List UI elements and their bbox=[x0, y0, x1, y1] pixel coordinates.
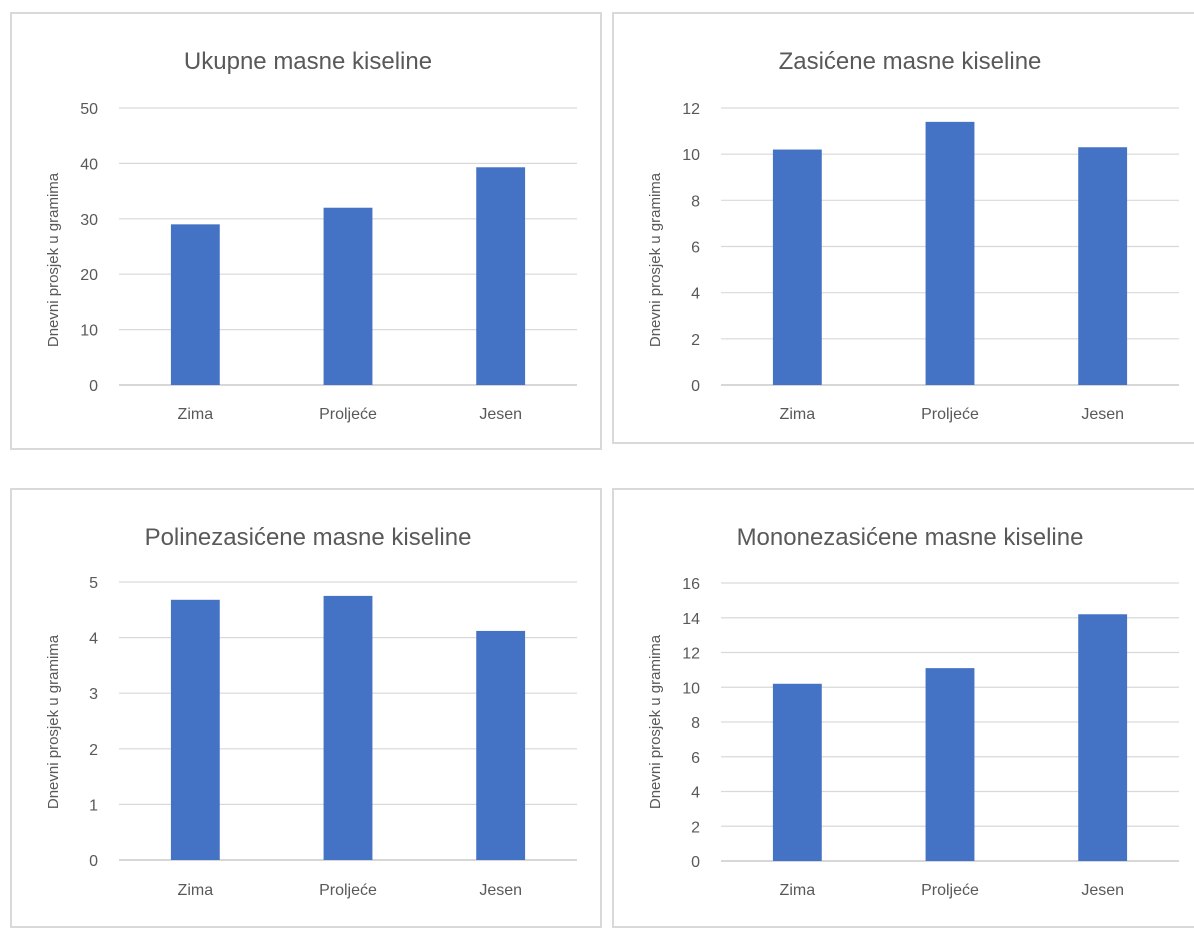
y-tick-label: 10 bbox=[682, 147, 700, 164]
y-tick-label: 6 bbox=[691, 240, 700, 257]
y-tick-label: 8 bbox=[691, 715, 700, 732]
y-tick-label: 5 bbox=[89, 575, 98, 592]
y-tick-label: 3 bbox=[89, 686, 98, 703]
y-tick-label: 4 bbox=[691, 785, 700, 802]
y-tick-label: 12 bbox=[682, 646, 700, 663]
bar-proljeće bbox=[323, 595, 373, 860]
chart-title: Zasićene masne kiseline bbox=[779, 48, 1042, 75]
y-tick-label: 50 bbox=[80, 101, 98, 118]
x-tick-label: Zima bbox=[178, 882, 214, 899]
y-axis-label: Dnevni prosjek u gramima bbox=[647, 634, 664, 809]
y-axis-label: Dnevni prosjek u gramima bbox=[45, 634, 62, 809]
chart-title: Mononezasićene masne kiseline bbox=[737, 524, 1084, 551]
y-tick-label: 0 bbox=[691, 854, 700, 871]
x-tick-label: Zima bbox=[780, 406, 816, 423]
y-tick-label: 0 bbox=[691, 378, 700, 395]
y-tick-label: 10 bbox=[80, 323, 98, 340]
y-tick-label: 40 bbox=[80, 156, 98, 173]
y-tick-label: 4 bbox=[691, 286, 700, 303]
x-tick-label: Jesen bbox=[1081, 406, 1124, 423]
y-tick-label: 30 bbox=[80, 212, 98, 229]
y-tick-label: 2 bbox=[691, 332, 700, 349]
chart-panel-zasicene: Zasićene masne kiseline Dnevni prosjek u… bbox=[612, 12, 1194, 444]
chart-svg: Ukupne masne kiseline Dnevni prosjek u g… bbox=[45, 48, 577, 423]
y-tick-label: 2 bbox=[691, 819, 700, 836]
y-tick-label: 20 bbox=[80, 267, 98, 284]
y-tick-label: 16 bbox=[682, 576, 700, 593]
chart-svg: Zasićene masne kiseline Dnevni prosjek u… bbox=[647, 48, 1179, 423]
chart-title: Ukupne masne kiseline bbox=[184, 48, 432, 75]
x-tick-label: Proljeće bbox=[319, 882, 377, 899]
bar-proljeće bbox=[323, 207, 373, 385]
x-tick-label: Jesen bbox=[479, 406, 522, 423]
y-tick-label: 12 bbox=[682, 101, 700, 118]
bar-zima bbox=[170, 599, 220, 860]
x-tick-label: Proljeće bbox=[921, 406, 979, 423]
bar-zima bbox=[772, 683, 822, 861]
y-tick-label: 1 bbox=[89, 797, 98, 814]
y-axis-label: Dnevni prosjek u gramima bbox=[647, 172, 664, 347]
chart-svg: Polinezasićene masne kiseline Dnevni pro… bbox=[45, 524, 577, 899]
bar-proljeće bbox=[925, 121, 975, 385]
bar-jesen bbox=[1078, 147, 1128, 385]
y-tick-label: 8 bbox=[691, 193, 700, 210]
x-tick-label: Jesen bbox=[479, 882, 522, 899]
x-tick-label: Proljeće bbox=[319, 406, 377, 423]
chart-panel-polinezasicene: Polinezasićene masne kiseline Dnevni pro… bbox=[10, 488, 602, 928]
bar-jesen bbox=[476, 167, 526, 385]
chart-panel-ukupne: Ukupne masne kiseline Dnevni prosjek u g… bbox=[10, 12, 602, 450]
bar-proljeće bbox=[925, 668, 975, 861]
chart-svg: Mononezasićene masne kiseline Dnevni pro… bbox=[647, 524, 1179, 899]
y-tick-label: 4 bbox=[89, 631, 98, 648]
y-tick-label: 0 bbox=[89, 853, 98, 870]
x-tick-label: Proljeće bbox=[921, 882, 979, 899]
y-axis-label: Dnevni prosjek u gramima bbox=[45, 172, 62, 347]
bar-jesen bbox=[476, 630, 526, 860]
chart-title: Polinezasićene masne kiseline bbox=[145, 524, 472, 551]
x-tick-label: Zima bbox=[178, 406, 214, 423]
y-tick-label: 14 bbox=[682, 611, 700, 628]
bar-jesen bbox=[1078, 614, 1128, 861]
y-tick-label: 0 bbox=[89, 378, 98, 395]
chart-panel-mononezasicene: Mononezasićene masne kiseline Dnevni pro… bbox=[612, 488, 1194, 928]
bar-zima bbox=[772, 149, 822, 385]
x-tick-label: Zima bbox=[780, 882, 816, 899]
y-tick-label: 10 bbox=[682, 680, 700, 697]
bar-zima bbox=[170, 224, 220, 385]
x-tick-label: Jesen bbox=[1081, 882, 1124, 899]
y-tick-label: 2 bbox=[89, 742, 98, 759]
y-tick-label: 6 bbox=[691, 750, 700, 767]
